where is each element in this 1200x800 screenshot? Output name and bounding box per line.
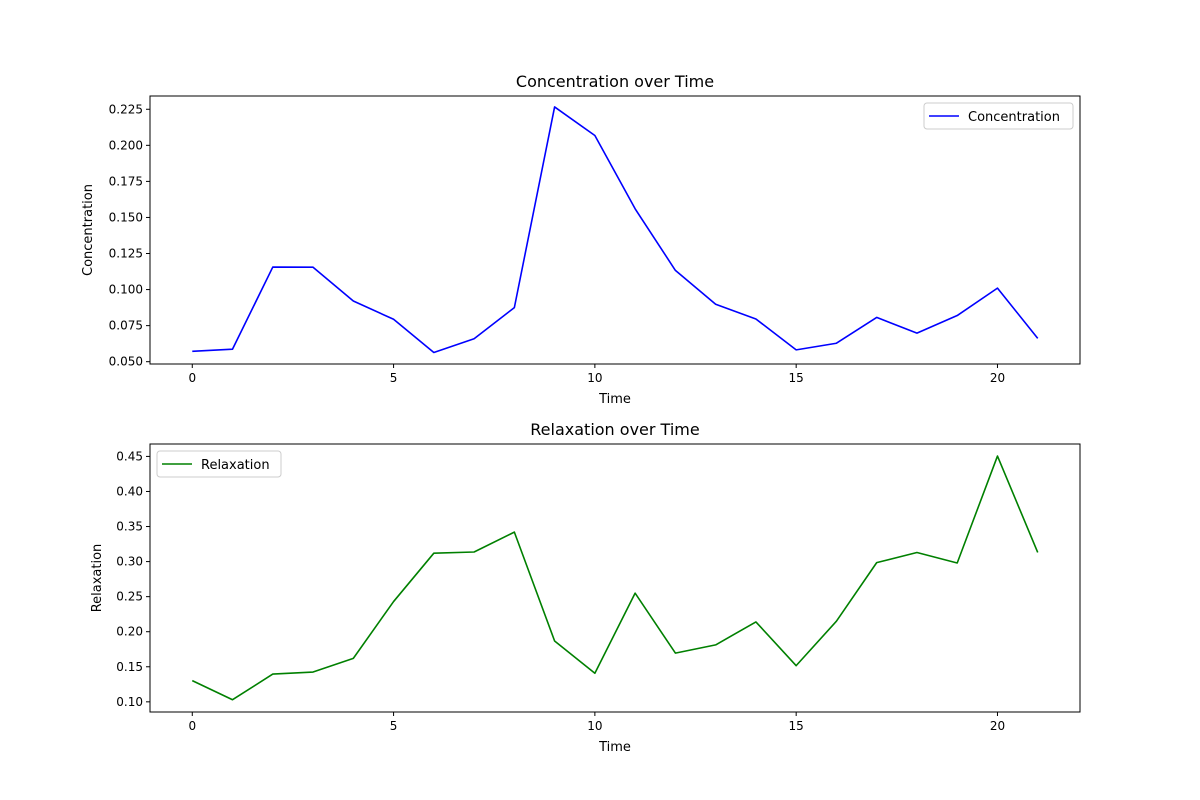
- series-line-relaxation: [191, 455, 1039, 701]
- y-tick-label: 0.200: [109, 138, 143, 152]
- legend: Concentration: [923, 102, 1074, 130]
- x-tick-label: 0: [188, 719, 196, 733]
- chart-panel-1: 0 5 10 15 20 0.10 0.15 0.20 0.25 0.30 0.35 0.40 0.45…: [90, 420, 1081, 755]
- y-tick-label: 0.30: [116, 555, 143, 569]
- x-tick-label: 10: [587, 371, 602, 385]
- legend-label-concentration: Concentration: [968, 110, 1060, 125]
- chart-title: Concentration over Time: [516, 72, 714, 91]
- x-tick-label: 0: [188, 371, 196, 385]
- x-axis-label: Time: [598, 392, 631, 407]
- y-axis-label: Relaxation: [90, 544, 105, 613]
- x-tick-label: 20: [990, 371, 1005, 385]
- y-tick-label: 0.15: [116, 660, 143, 674]
- chart-panel-0: 0 5 10 15 20 0.050 0.075 0.100 0.125 0.150 0.175 0.…: [81, 72, 1081, 407]
- x-tick-label: 20: [990, 719, 1005, 733]
- y-tick-label: 0.25: [116, 590, 143, 604]
- axes-frame: [149, 443, 1081, 713]
- y-axis-label: Concentration: [81, 184, 96, 276]
- x-tick-label: 15: [789, 719, 804, 733]
- legend: Relaxation: [156, 450, 282, 478]
- y-tick-label: 0.100: [109, 283, 143, 297]
- x-tick-label: 5: [390, 719, 398, 733]
- y-tick-label: 0.35: [116, 520, 143, 534]
- y-tick-label: 0.075: [109, 319, 143, 333]
- y-tick-label: 0.150: [109, 210, 143, 224]
- y-tick-label: 0.125: [109, 247, 143, 261]
- x-tick-label: 15: [789, 371, 804, 385]
- x-tick-label: 5: [390, 371, 398, 385]
- y-tick-label: 0.175: [109, 174, 143, 188]
- axes-frame: [149, 95, 1081, 365]
- chart-title: Relaxation over Time: [530, 420, 699, 439]
- legend-box: [923, 102, 1074, 130]
- y-tick-label: 0.225: [109, 102, 143, 116]
- x-axis-label: Time: [598, 740, 631, 755]
- legend-label-relaxation: Relaxation: [201, 458, 270, 473]
- x-tick-label: 10: [587, 719, 602, 733]
- y-tick-label: 0.20: [116, 625, 143, 639]
- y-tick-label: 0.10: [116, 695, 143, 709]
- y-tick-label: 0.050: [109, 355, 143, 369]
- series-line-concentration: [192, 106, 1039, 354]
- y-tick-label: 0.40: [116, 484, 143, 498]
- legend-box: [156, 450, 282, 478]
- y-tick-label: 0.45: [116, 449, 143, 463]
